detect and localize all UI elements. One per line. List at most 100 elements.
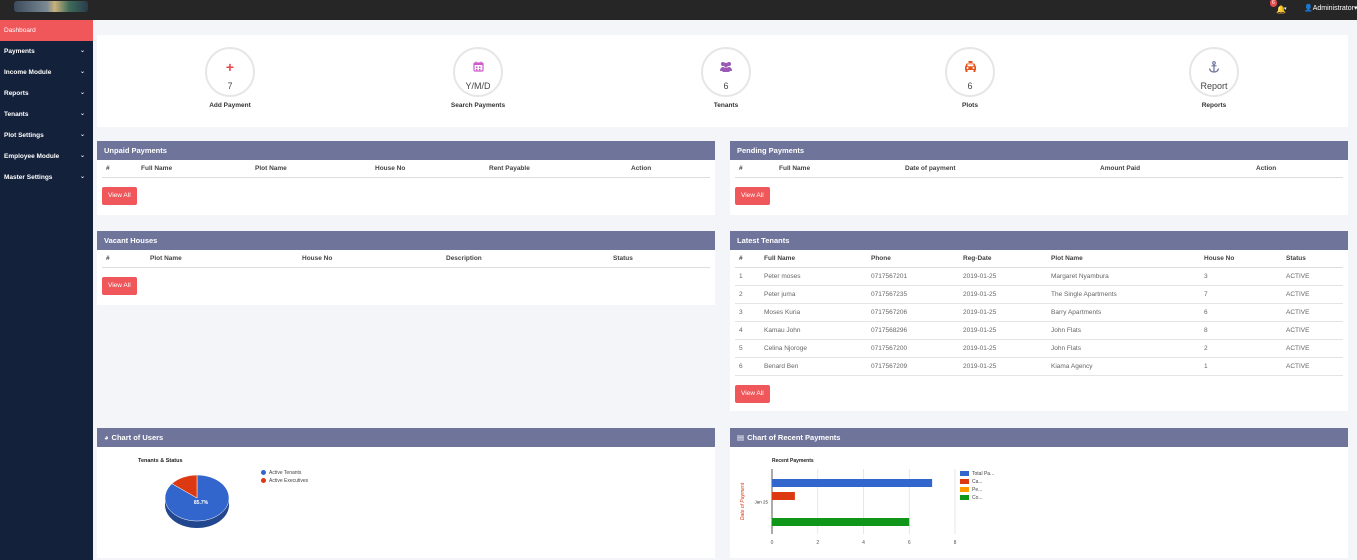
stat-value: Y/M/D	[465, 81, 491, 91]
anchor-icon	[1191, 61, 1237, 75]
stat-plots[interactable]: 6 Plots	[940, 47, 1000, 109]
pie-chart[interactable]: 85.7%	[157, 468, 237, 538]
table-row[interactable]: 5 Celina Njoroge 0717567200 2019-01-25 John …	[735, 339, 1343, 358]
column-header[interactable]: Reg-Date	[959, 250, 1047, 268]
latest-tenants-body: 1 Peter moses 0717567201 2019-01-25 Margaret…	[735, 267, 1343, 376]
table-row[interactable]: 1 Peter moses 0717567201 2019-01-25 Margaret…	[735, 267, 1343, 286]
x-tick-label: 0	[771, 540, 774, 546]
legend-item[interactable]: Co...	[960, 494, 994, 502]
view-all-button[interactable]: View All	[735, 385, 770, 403]
stat-reports[interactable]: Report Reports	[1184, 47, 1244, 109]
column-header[interactable]: #	[102, 160, 137, 178]
column-header[interactable]: House No	[1200, 250, 1282, 268]
sidebar-item-label: Master Settings	[4, 174, 53, 181]
unpaid-payments-panel: Unpaid Payments # Full Name Plot Name Ho…	[97, 141, 715, 215]
table-cell: 7	[1200, 285, 1282, 304]
column-header[interactable]: #	[735, 250, 760, 268]
column-header[interactable]: Action	[1252, 160, 1343, 178]
stat-add-payment[interactable]: + 7 Add Payment	[200, 47, 260, 109]
table-cell: 1	[1200, 357, 1282, 376]
sidebar-item-reports[interactable]: Reports ⌄	[0, 83, 93, 104]
table-cell: 6	[1200, 303, 1282, 322]
column-header[interactable]: Description	[442, 250, 609, 268]
user-menu[interactable]: 👤Administrator▾	[1304, 4, 1357, 12]
column-header[interactable]: Phone	[867, 250, 959, 268]
table-row[interactable]: 4 Kamau John 0717568296 2019-01-25 John Flat…	[735, 321, 1343, 340]
sidebar-item-master-settings[interactable]: Master Settings ⌄	[0, 167, 93, 188]
chart-title: Tenants & Status	[138, 458, 183, 464]
notification-badge: 6	[1270, 0, 1277, 7]
sidebar-item-tenants[interactable]: Tenants ⌄	[0, 104, 93, 125]
table-cell: Peter moses	[760, 267, 867, 286]
view-all-button[interactable]: View All	[102, 277, 137, 295]
bar-chart[interactable]: Recent Payments 0 2 4 6 8 Jan 25 Date of Paymen…	[730, 447, 1348, 558]
sidebar-item-income-module[interactable]: Income Module ⌄	[0, 62, 93, 83]
view-all-button[interactable]: View All	[102, 187, 137, 205]
chevron-down-icon: ⌄	[79, 132, 85, 138]
table-row[interactable]: 2 Peter juma 0717567235 2019-01-25 The Singl…	[735, 285, 1343, 304]
bar[interactable]	[772, 479, 933, 487]
table-cell: Margaret Nyambura	[1047, 267, 1200, 286]
sidebar-item-dashboard[interactable]: Dashboard	[0, 20, 93, 41]
sidebar-item-payments[interactable]: Payments ⌄	[0, 41, 93, 62]
table-cell: 4	[735, 321, 760, 340]
table-cell: ACTIVE	[1282, 321, 1343, 340]
stat-circle: Report	[1189, 47, 1239, 97]
sidebar: Dashboard Payments ⌄ Income Module ⌄ Repor…	[0, 20, 93, 560]
column-header[interactable]: #	[102, 250, 146, 268]
table-cell: Celina Njoroge	[760, 339, 867, 358]
table-row[interactable]: 6 Benard Ben 0717567209 2019-01-25 Kiama Age…	[735, 357, 1343, 376]
app-logo[interactable]	[14, 1, 88, 12]
column-header[interactable]: Full Name	[775, 160, 901, 178]
column-header[interactable]: Rent Payable	[485, 160, 627, 178]
column-header[interactable]: Amount Paid	[1096, 160, 1252, 178]
table-cell: 0717568296	[867, 321, 959, 340]
plus-icon: +	[225, 59, 235, 75]
column-header[interactable]: Full Name	[760, 250, 867, 268]
stat-search-payments[interactable]: Y/M/D Search Payments	[448, 47, 508, 109]
table-cell: 2019-01-25	[959, 339, 1047, 358]
sidebar-item-plot-settings[interactable]: Plot Settings ⌄	[0, 125, 93, 146]
chevron-down-icon: ⌄	[79, 48, 85, 54]
column-header[interactable]: Status	[1282, 250, 1343, 268]
sidebar-item-employee-module[interactable]: Employee Module ⌄	[0, 146, 93, 167]
legend-item[interactable]: Active Executives	[261, 477, 308, 486]
bar[interactable]	[772, 518, 910, 526]
column-header[interactable]: Status	[609, 250, 710, 268]
legend-item[interactable]: Ca...	[960, 478, 994, 486]
legend-item[interactable]: Pe...	[960, 486, 994, 494]
latest-tenants-panel: Latest Tenants # Full Name Phone Reg-Dat…	[730, 231, 1348, 411]
legend-label: Total Pa...	[972, 471, 995, 477]
legend-label: Co...	[972, 495, 983, 501]
x-tick-label: 4	[862, 540, 865, 546]
table-cell: 0717567235	[867, 285, 959, 304]
table-cell: The Single Apartments	[1047, 285, 1200, 304]
column-header[interactable]: Date of payment	[901, 160, 1096, 178]
table-cell: 0717567209	[867, 357, 959, 376]
stat-value: Report	[1200, 81, 1228, 91]
column-header[interactable]: Action	[627, 160, 710, 178]
table-row[interactable]: 3 Moses Kuria 0717567206 2019-01-25 Barry Ap…	[735, 303, 1343, 322]
table-cell: 2019-01-25	[959, 267, 1047, 286]
sidebar-item-label: Employee Module	[4, 153, 60, 160]
column-header[interactable]: House No	[371, 160, 485, 178]
view-all-button[interactable]: View All	[735, 187, 770, 205]
chevron-down-icon: ⌄	[79, 153, 85, 159]
x-tick-label: 2	[816, 540, 819, 546]
column-header[interactable]: Plot Name	[251, 160, 371, 178]
column-header[interactable]: Plot Name	[146, 250, 298, 268]
column-header[interactable]: House No	[298, 250, 442, 268]
stat-tenants[interactable]: 6 Tenants	[696, 47, 756, 109]
notifications-dropdown[interactable]: 🔔 6 ▾	[1270, 0, 1290, 17]
column-header[interactable]: Plot Name	[1047, 250, 1200, 268]
column-header[interactable]: #	[735, 160, 775, 178]
legend-item[interactable]: Active Tenants	[261, 469, 308, 478]
stat-value: 7	[227, 81, 233, 91]
column-header[interactable]: Full Name	[137, 160, 251, 178]
bar[interactable]	[772, 492, 795, 500]
pie-slice[interactable]	[171, 474, 198, 499]
table-cell: 1	[735, 267, 760, 286]
legend-item[interactable]: Total Pa...	[960, 470, 994, 478]
bell-icon: 🔔	[1276, 5, 1286, 14]
table-cell: 5	[735, 339, 760, 358]
